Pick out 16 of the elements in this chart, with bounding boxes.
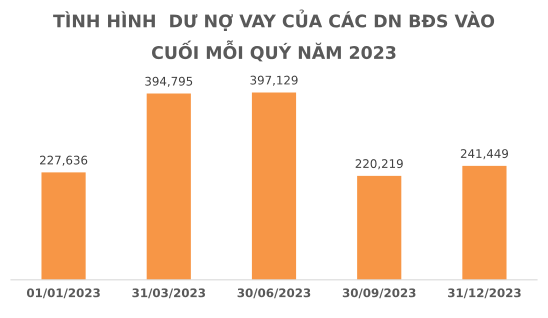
data-label: 241,449 (460, 149, 508, 160)
bar (41, 172, 86, 280)
bar (357, 176, 402, 280)
data-label: 227,636 (40, 156, 88, 166)
x-tick-label: 30/09/2023 (342, 288, 416, 298)
x-tick-label: 30/06/2023 (238, 288, 310, 298)
bar (146, 94, 191, 280)
x-tick-label: 31/03/2023 (132, 288, 206, 298)
x-tick-label: 01/01/2023 (26, 288, 100, 298)
data-label: 397,129 (250, 76, 298, 86)
x-tick-label: 31/12/2023 (448, 288, 521, 298)
bar (462, 166, 507, 280)
bar (252, 92, 296, 280)
chart-title: TÌNH HÌNH DƯ NỢ VAY CỦA CÁC DN BĐS VÀO CUỐI MỖI QUÝ NĂM 2023 (53, 10, 494, 62)
data-label: 220,219 (356, 159, 403, 170)
data-label: 394,795 (145, 76, 192, 87)
